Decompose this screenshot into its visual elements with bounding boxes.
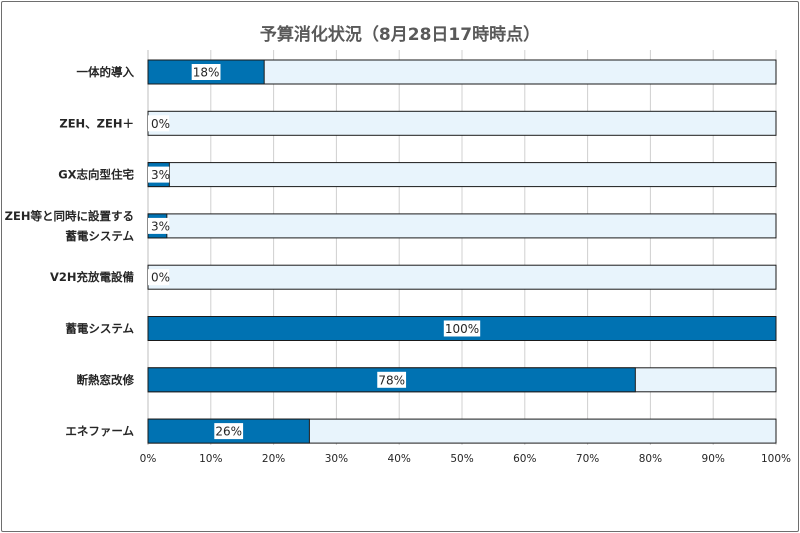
category-label: 一体的導入 (77, 65, 135, 79)
category-label: ZEH等と同時に設置する (5, 209, 134, 223)
bar-track (147, 162, 777, 188)
data-label: 100% (445, 322, 479, 336)
data-label: 3% (151, 168, 170, 182)
x-tick-label: 50% (450, 453, 473, 465)
chart-title: 予算消化状況（8月28日17時時点） (259, 25, 541, 45)
bar-track (147, 110, 777, 136)
data-label-bg (443, 320, 481, 337)
category-label: 断熱窓改修 (77, 373, 135, 387)
data-label: 0% (151, 271, 170, 285)
data-label-bg (148, 217, 170, 234)
data-label-bg (148, 115, 170, 132)
x-tick-label: 70% (576, 453, 599, 465)
data-label: 18% (193, 66, 220, 80)
x-tick-label: 20% (262, 453, 285, 465)
x-tick-label: 10% (199, 453, 222, 465)
category-label: ZEH、ZEH＋ (59, 116, 134, 130)
data-label-bg (148, 166, 170, 183)
category-label: エネファーム (65, 424, 134, 438)
data-label-bg (148, 269, 170, 286)
x-tick-label: 80% (639, 453, 662, 465)
category-label: 蓄電システム (65, 229, 134, 243)
data-label: 78% (378, 373, 405, 387)
data-label: 26% (215, 425, 242, 439)
x-tick-label: 60% (513, 453, 536, 465)
bar-track (147, 264, 777, 290)
category-label: 蓄電システム (65, 322, 134, 336)
x-tick-label: 100% (761, 453, 791, 465)
data-label-bg (377, 371, 407, 388)
bar-track (147, 213, 777, 239)
category-label: V2H充放電設備 (50, 270, 135, 284)
data-label: 0% (151, 117, 170, 131)
x-tick-label: 40% (388, 453, 411, 465)
data-label-bg (191, 64, 221, 80)
x-tick-label: 0% (140, 453, 157, 465)
data-label-bg (214, 423, 244, 440)
x-tick-label: 90% (702, 453, 725, 465)
x-tick-label: 30% (325, 453, 348, 465)
data-label: 3% (151, 219, 170, 233)
category-label: GX志向型住宅 (58, 168, 134, 182)
